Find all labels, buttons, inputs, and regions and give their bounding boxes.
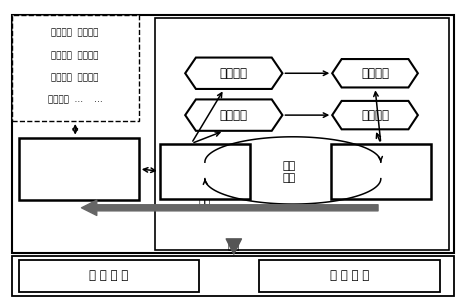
Text: 设 计 方 案: 设 计 方 案 bbox=[89, 269, 128, 282]
Text: 价真运行: 价真运行 bbox=[361, 67, 389, 80]
Bar bbox=[19, 138, 139, 200]
Text: 设 计 修 正: 设 计 修 正 bbox=[58, 175, 100, 188]
Text: 迭代
优化: 迭代 优化 bbox=[283, 161, 296, 183]
Polygon shape bbox=[332, 59, 418, 87]
Text: 执 行 内 核: 执 行 内 核 bbox=[330, 269, 369, 282]
Text: 输出: 输出 bbox=[228, 240, 240, 250]
Text: 生产计划  工艺计划: 生产计划 工艺计划 bbox=[51, 73, 99, 82]
Text: 定 制 设 计: 定 制 设 计 bbox=[184, 165, 226, 178]
Text: 智 能 执 行: 智 能 执 行 bbox=[360, 165, 402, 178]
Bar bbox=[19, 260, 199, 292]
Polygon shape bbox=[185, 57, 282, 89]
Bar bbox=[160, 144, 250, 199]
Bar bbox=[12, 256, 454, 296]
Text: 算法引擎: 算法引擎 bbox=[220, 109, 248, 122]
Text: 生产节拍  加工流程: 生产节拍 加工流程 bbox=[51, 51, 99, 60]
Bar bbox=[155, 18, 449, 250]
Text: 执行引擎: 执行引擎 bbox=[361, 109, 389, 122]
Bar bbox=[331, 144, 431, 199]
Text: 修正: 修正 bbox=[199, 194, 211, 204]
Bar bbox=[12, 15, 139, 121]
Text: 产能要求  工厂场地: 产能要求 工厂场地 bbox=[51, 28, 99, 37]
Bar bbox=[12, 15, 454, 253]
Polygon shape bbox=[332, 101, 418, 129]
Polygon shape bbox=[185, 99, 282, 131]
Text: 布 局: 布 局 bbox=[69, 155, 88, 168]
Bar bbox=[259, 260, 440, 292]
Text: 价真模型: 价真模型 bbox=[220, 67, 248, 80]
Text: 加工设备  …    …: 加工设备 … … bbox=[48, 96, 103, 105]
